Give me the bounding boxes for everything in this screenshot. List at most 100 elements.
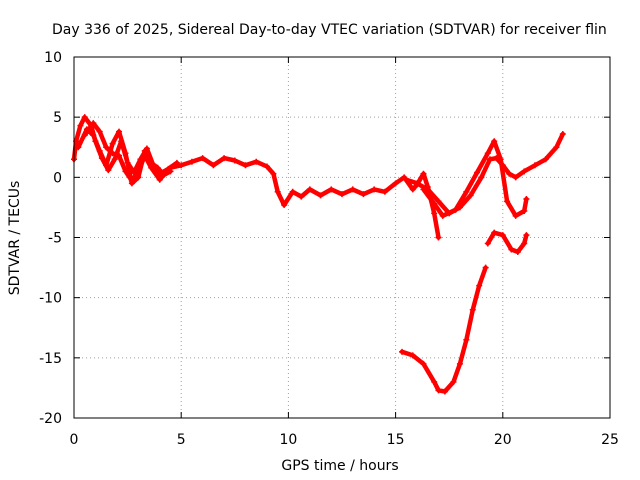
y-tick-label: 10 — [44, 50, 62, 66]
data-point — [439, 212, 446, 219]
data-point — [103, 162, 110, 169]
data-point — [409, 352, 416, 359]
data-point — [306, 186, 313, 193]
x-tick-label: 10 — [279, 432, 297, 448]
data-point — [221, 155, 228, 162]
data-point — [128, 177, 135, 184]
data-point — [178, 162, 185, 169]
data-point — [463, 188, 470, 195]
data-point — [109, 140, 116, 147]
data-point — [450, 378, 457, 385]
data-point — [467, 192, 474, 199]
data-point — [141, 152, 148, 159]
series-track-main — [71, 114, 442, 241]
data-point — [253, 158, 260, 165]
data-point — [328, 186, 335, 193]
series-line — [82, 120, 180, 184]
data-point — [435, 234, 442, 241]
data-point — [188, 158, 195, 165]
data-point — [508, 246, 515, 253]
data-point — [409, 186, 416, 193]
data-point — [339, 191, 345, 198]
data-point — [281, 202, 288, 209]
data-point — [103, 144, 110, 151]
data-point — [497, 156, 504, 163]
data-point — [90, 120, 97, 127]
series-track-late-a — [403, 131, 566, 217]
data-point — [499, 232, 506, 239]
series-line — [404, 131, 566, 216]
data-point — [523, 232, 530, 239]
x-tick-label: 25 — [601, 432, 619, 448]
data-point — [116, 128, 123, 135]
series-track-early-inner — [81, 120, 180, 184]
data-point — [81, 114, 88, 121]
y-tick-label: -10 — [39, 291, 62, 307]
data-point — [270, 170, 277, 177]
data-point — [231, 157, 238, 164]
y-tick-label: -15 — [39, 351, 62, 367]
data-point — [476, 282, 483, 289]
data-point — [96, 147, 103, 154]
y-tick-label: -5 — [48, 231, 62, 247]
data-point — [431, 210, 438, 217]
x-tick-label: 20 — [494, 432, 512, 448]
data-point — [199, 155, 206, 162]
series-line — [399, 265, 488, 394]
data-point — [512, 212, 519, 219]
data-point — [420, 186, 427, 193]
series-track-late-b — [420, 138, 530, 219]
data-point — [173, 159, 180, 166]
data-point — [75, 144, 82, 151]
x-axis-label: GPS time / hours — [281, 458, 398, 474]
data-point — [156, 176, 163, 183]
y-axis-label: SDTVAR / TECUs — [7, 181, 23, 296]
y-tick-label: 0 — [53, 170, 62, 186]
data-point — [504, 198, 511, 205]
data-point — [482, 264, 489, 271]
data-point — [116, 152, 123, 159]
data-point — [484, 150, 491, 157]
data-point — [298, 193, 305, 200]
data-point — [109, 150, 116, 157]
plot-frame — [73, 56, 611, 419]
data-point — [484, 240, 491, 247]
x-tick-labels: 0 5 10 15 20 25 — [70, 432, 619, 448]
data-point — [491, 229, 498, 236]
data-point — [441, 388, 448, 395]
data-point — [96, 128, 103, 135]
data-point — [506, 170, 513, 177]
y-tick-label: 5 — [53, 110, 62, 126]
x-tick-label: 5 — [177, 432, 186, 448]
data-point — [559, 131, 566, 138]
data-point — [456, 360, 463, 367]
data-point — [122, 150, 129, 157]
data-point — [81, 132, 88, 139]
data-point — [474, 169, 481, 176]
data-point — [77, 122, 84, 129]
data-point — [381, 188, 388, 195]
series-track-late-c — [484, 229, 530, 255]
data-point — [420, 170, 427, 177]
data-point — [403, 176, 410, 183]
x-tick-label: 15 — [387, 432, 405, 448]
data-point — [431, 200, 438, 207]
data-point — [521, 208, 528, 215]
data-point — [414, 180, 421, 187]
data-point — [242, 162, 249, 169]
data-point — [263, 163, 270, 170]
data-point — [148, 164, 155, 171]
data-point — [521, 168, 528, 175]
data-point — [105, 167, 112, 174]
data-point — [399, 348, 406, 355]
data-point — [165, 165, 172, 172]
grid — [74, 57, 610, 418]
data-point — [531, 162, 538, 169]
series-track-low-arc — [399, 264, 489, 395]
y-tick-labels: 10 5 0 -5 -10 -15 -20 — [39, 50, 62, 427]
data-point — [289, 188, 296, 195]
data-point — [514, 248, 521, 255]
chart-title: Day 336 of 2025, Sidereal Day-to-day VTE… — [52, 22, 607, 38]
data-point — [553, 144, 560, 151]
